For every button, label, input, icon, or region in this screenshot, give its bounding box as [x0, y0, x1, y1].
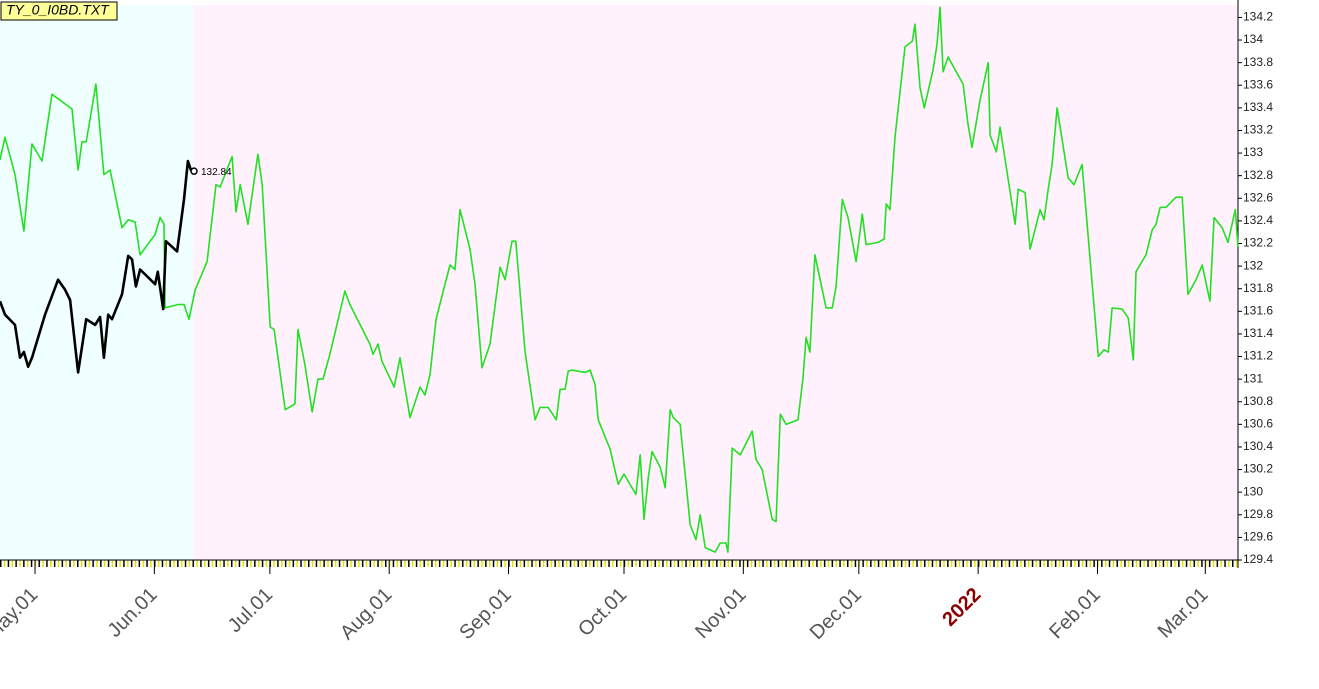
x-tick-label: Feb.01 — [1045, 584, 1105, 644]
x-tick-label: Nov.01 — [691, 584, 750, 643]
y-tick-label: 132 — [1243, 258, 1263, 272]
x-tick-label: Mar.01 — [1154, 584, 1213, 643]
title-box — [0, 1, 118, 21]
y-tick-label: 129.8 — [1243, 507, 1273, 521]
y-tick-label: 131 — [1243, 371, 1263, 385]
y-tick-label: 134.2 — [1243, 10, 1273, 24]
y-tick-label: 131.8 — [1243, 281, 1273, 295]
y-tick-label: 133.6 — [1243, 77, 1273, 91]
day-ticks — [0, 560, 1238, 567]
x-tick-label: Dec.01 — [806, 584, 866, 644]
x-tick-label: 2022 — [938, 584, 985, 631]
y-tick-label: 131.6 — [1243, 303, 1273, 317]
y-tick-label: 133.4 — [1243, 100, 1273, 114]
x-tick-label: Sep.01 — [455, 584, 515, 644]
y-tick-label: 134 — [1243, 32, 1263, 46]
y-tick-label: 130.4 — [1243, 439, 1273, 453]
x-tick-label: Jul.01 — [224, 584, 277, 637]
x-tick-label: Aug.01 — [336, 584, 396, 644]
x-tick-label: Jun.01 — [104, 584, 162, 642]
series-line — [0, 159, 195, 374]
y-tick-label: 129.6 — [1243, 530, 1273, 544]
x-tick-label: May.01 — [0, 584, 42, 645]
y-tick-label: 130.8 — [1243, 394, 1273, 408]
y-tick-label: 131.2 — [1243, 349, 1273, 363]
series-line — [0, 6, 1239, 553]
y-tick-label: 133.2 — [1243, 123, 1273, 137]
x-tick-label: Oct.01 — [574, 584, 631, 641]
y-tick-label: 132.4 — [1243, 213, 1273, 227]
y-tick-label: 131.4 — [1243, 326, 1273, 340]
y-tick-label: 132.2 — [1243, 236, 1273, 250]
projection-region — [193, 5, 1238, 560]
chart-title: TY_0_I0BD.TXT — [6, 2, 110, 18]
y-tick-label: 133 — [1243, 145, 1263, 159]
y-tick-label: 133.8 — [1243, 55, 1273, 69]
last-value-label: 132.84 — [201, 167, 232, 178]
y-tick-label: 130.6 — [1243, 417, 1273, 431]
y-tick-label: 132.6 — [1243, 190, 1273, 204]
last-value-marker — [190, 167, 198, 175]
y-tick-label: 130 — [1243, 484, 1263, 498]
y-tick-label: 130.2 — [1243, 462, 1273, 476]
y-tick-label: 132.8 — [1243, 168, 1273, 182]
y-tick-label: 129.4 — [1243, 552, 1273, 566]
